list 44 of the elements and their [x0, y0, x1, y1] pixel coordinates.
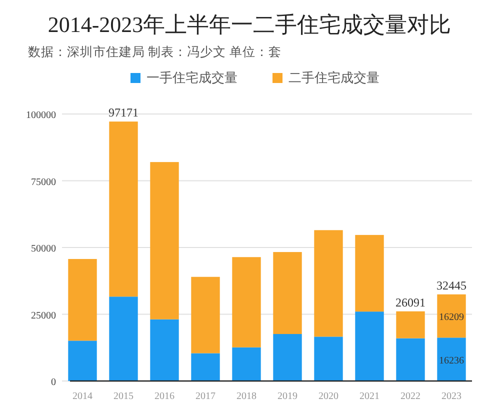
bar	[68, 258, 97, 341]
total-label: 97171	[108, 106, 138, 120]
bar	[109, 296, 138, 381]
bar	[150, 319, 179, 381]
legend-label: 二手住宅成交量	[288, 70, 380, 85]
bar	[150, 162, 179, 320]
bar	[191, 276, 220, 354]
bar	[314, 336, 343, 381]
x-tick-label: 2014	[72, 391, 92, 402]
x-tick-label: 2021	[360, 391, 380, 402]
chart-subtitle: 数据：深圳市住建局 制表：冯少文 单位：套	[28, 45, 282, 59]
bar	[273, 252, 302, 334]
bar	[396, 311, 425, 338]
y-tick-label: 50000	[31, 244, 56, 254]
x-tick-label: 2016	[154, 391, 174, 402]
y-tick-label: 0	[51, 377, 56, 388]
total-label: 26091	[396, 295, 426, 310]
bar	[232, 347, 261, 381]
bar	[437, 338, 466, 381]
data-label: 16236	[439, 355, 464, 366]
bar	[355, 234, 384, 312]
bar	[109, 122, 138, 297]
x-tick-label: 2023	[442, 391, 462, 402]
bar	[273, 334, 302, 381]
x-tick-label: 2018	[236, 391, 256, 402]
bar	[355, 312, 384, 381]
chart-title: 2014-2023年上半年一二手住宅成交量对比	[48, 12, 452, 37]
x-tick-label: 2020	[318, 391, 338, 402]
bar	[68, 340, 97, 381]
bar	[437, 294, 466, 338]
x-tick-label: 2022	[400, 391, 420, 402]
y-tick-label: 75000	[31, 176, 56, 188]
x-tick-label: 2015	[114, 391, 134, 402]
y-tick-label: 25000	[31, 310, 56, 322]
data-label: 16209	[439, 312, 464, 324]
x-tick-label: 2019	[278, 391, 298, 402]
bar	[191, 353, 220, 381]
bar	[314, 230, 343, 337]
bar	[396, 338, 425, 381]
bar	[232, 257, 261, 348]
y-tick-label: 100000	[26, 110, 56, 121]
x-tick-label: 2017	[196, 391, 216, 402]
total-label: 32445	[436, 278, 466, 292]
legend-label: 一手住宅成交量	[146, 70, 238, 85]
